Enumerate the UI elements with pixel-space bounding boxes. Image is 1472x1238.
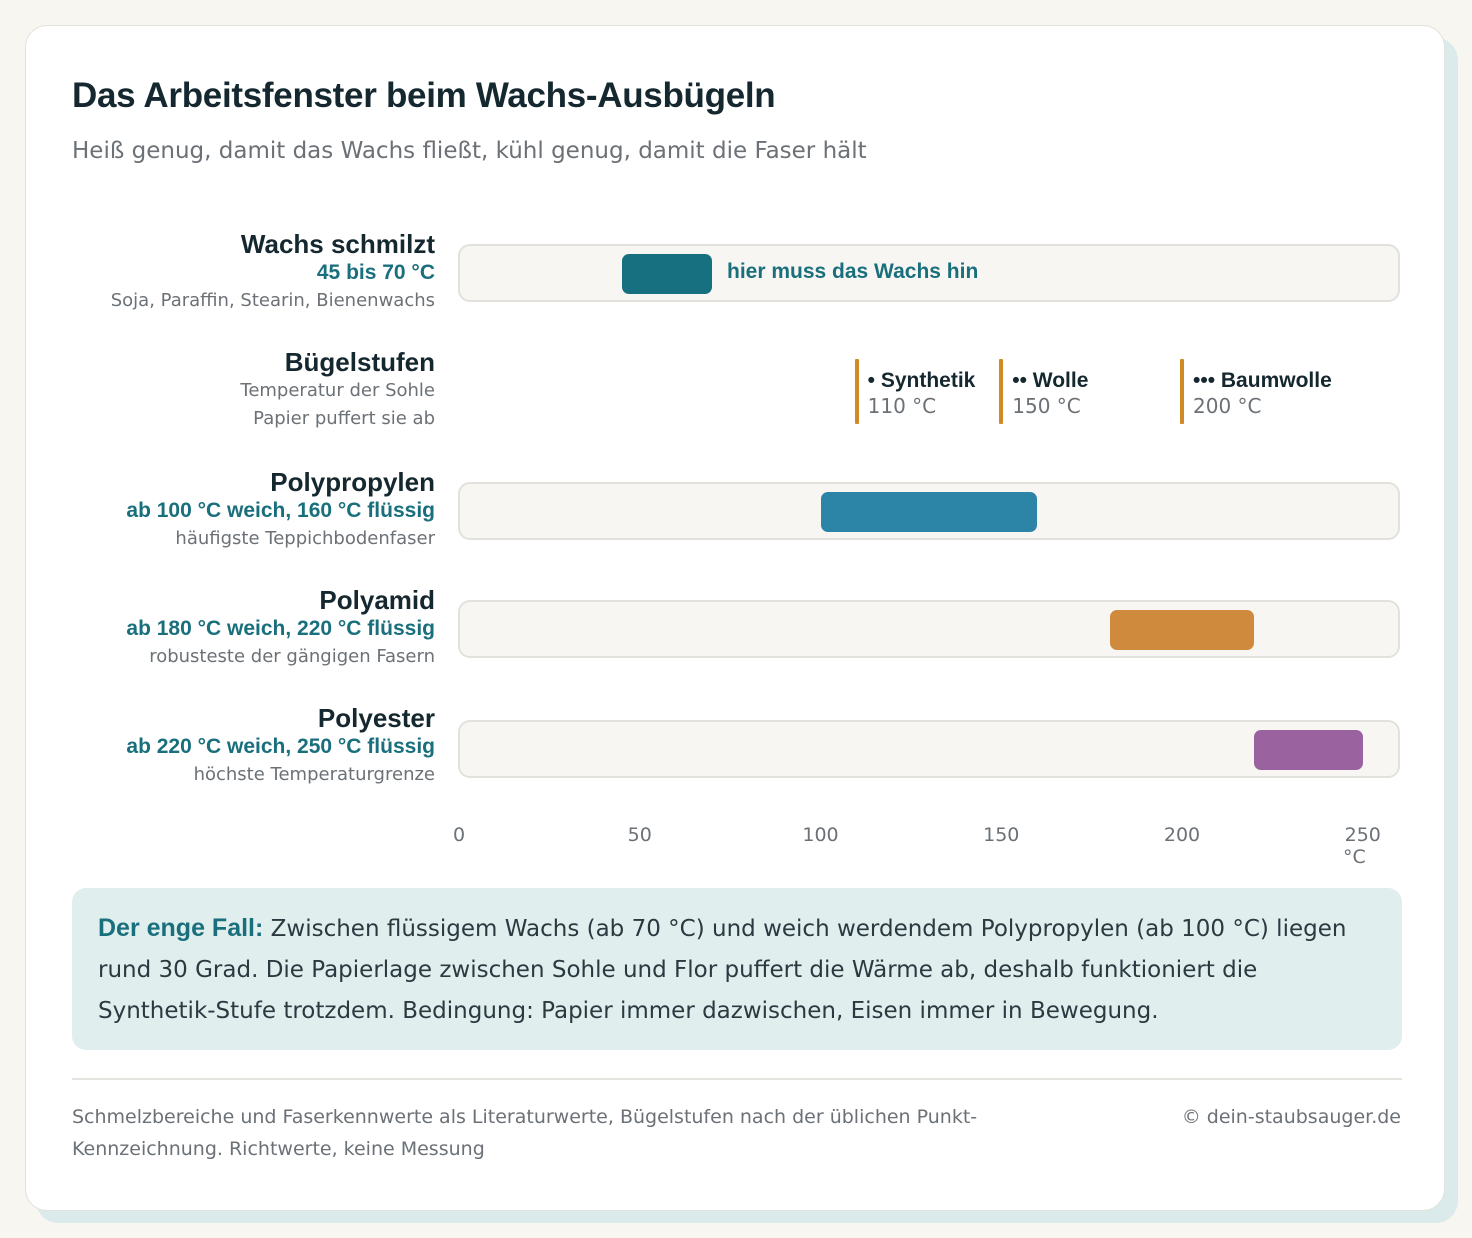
track-polyamid [458,600,1400,658]
x-tick-label: 100 [802,824,839,846]
footer-divider [72,1078,1402,1080]
wax-bar-label: hier muss das Wachs hin [727,260,979,283]
row-note: Soja, Paraffin, Stearin, Bienenwachs [110,290,435,311]
iron-label-synthetik: • Synthetik 110 °C [868,368,976,418]
callout-text: Zwischen flüssigem Wachs (ab 70 °C) und … [98,916,1347,1024]
iron-level-temp: 150 °C [1012,394,1081,418]
row-label-polyamid: Polyamid ab 180 °C weich, 220 °C flüssig… [126,585,435,671]
iron-level-temp: 200 °C [1193,394,1262,418]
iron-level-name: •• Wolle [1012,369,1089,392]
iron-level-temp: 110 °C [867,394,937,418]
row-name: Polyester [317,703,435,733]
iron-label-baumwolle: ••• Baumwolle 200 °C [1193,368,1332,418]
iron-marker-synthetik [854,359,859,424]
x-tick-label: 50 [627,824,652,846]
row-range: ab 180 °C weich, 220 °C flüssig [126,617,435,640]
row-label-wax: Wachs schmilzt 45 bis 70 °C Soja, Paraff… [111,229,435,315]
range-bar-wax [621,254,713,294]
row-name: Bügelstufen [284,347,435,377]
credit: © dein-staubsauger.de [1181,1106,1401,1128]
row-name: Wachs schmilzt [240,229,435,259]
iron-marker-wolle [999,359,1004,424]
source-note: Schmelzbereiche und Faserkennwerte als L… [72,1106,978,1160]
row-note: Papier puffert sie ab [253,408,435,429]
x-tick-label: 250 [1344,824,1381,846]
track-polyester [458,720,1400,778]
row-label-polyester: Polyester ab 220 °C weich, 250 °C flüssi… [126,703,435,789]
range-bar-polypropylen [820,492,1038,532]
iron-label-wolle: •• Wolle 150 °C [1012,368,1088,418]
row-name: Polyamid [319,585,435,615]
chart-subtitle: Heiß genug, damit das Wachs fließt, kühl… [72,138,867,164]
row-note: Temperatur der Sohle [240,380,435,401]
callout-box: Der enge Fall: Zwischen flüssigem Wachs … [72,888,1402,1050]
x-tick-label: 150 [983,824,1020,846]
row-name: Polypropylen [270,467,435,497]
row-range: 45 bis 70 °C [316,261,435,284]
row-note: höchste Temperaturgrenze [193,764,435,785]
x-axis-unit: °C [1343,846,1366,868]
row-range: ab 220 °C weich, 250 °C flüssig [126,735,435,758]
iron-level-name: • Synthetik [867,369,976,392]
row-note: robusteste der gängigen Fasern [149,646,435,667]
range-bar-polyester [1254,730,1363,770]
callout-lead: Der enge Fall: [98,914,264,942]
range-bar-polyamid [1109,610,1255,650]
iron-level-name: ••• Baumwolle [1193,369,1332,392]
x-tick-label: 0 [452,824,466,846]
row-note: häufigste Teppichbodenfaser [175,528,435,549]
row-range: ab 100 °C weich, 160 °C flüssig [126,499,435,522]
iron-marker-baumwolle [1180,359,1184,424]
row-label-polypropylen: Polypropylen ab 100 °C weich, 160 °C flü… [126,467,435,553]
track-wax [458,244,1400,302]
row-label-iron: Bügelstufen Temperatur der Sohle Papier … [240,347,435,433]
chart-title: Das Arbeitsfenster beim Wachs-Ausbügeln [72,76,776,115]
x-tick-label: 200 [1163,824,1201,846]
